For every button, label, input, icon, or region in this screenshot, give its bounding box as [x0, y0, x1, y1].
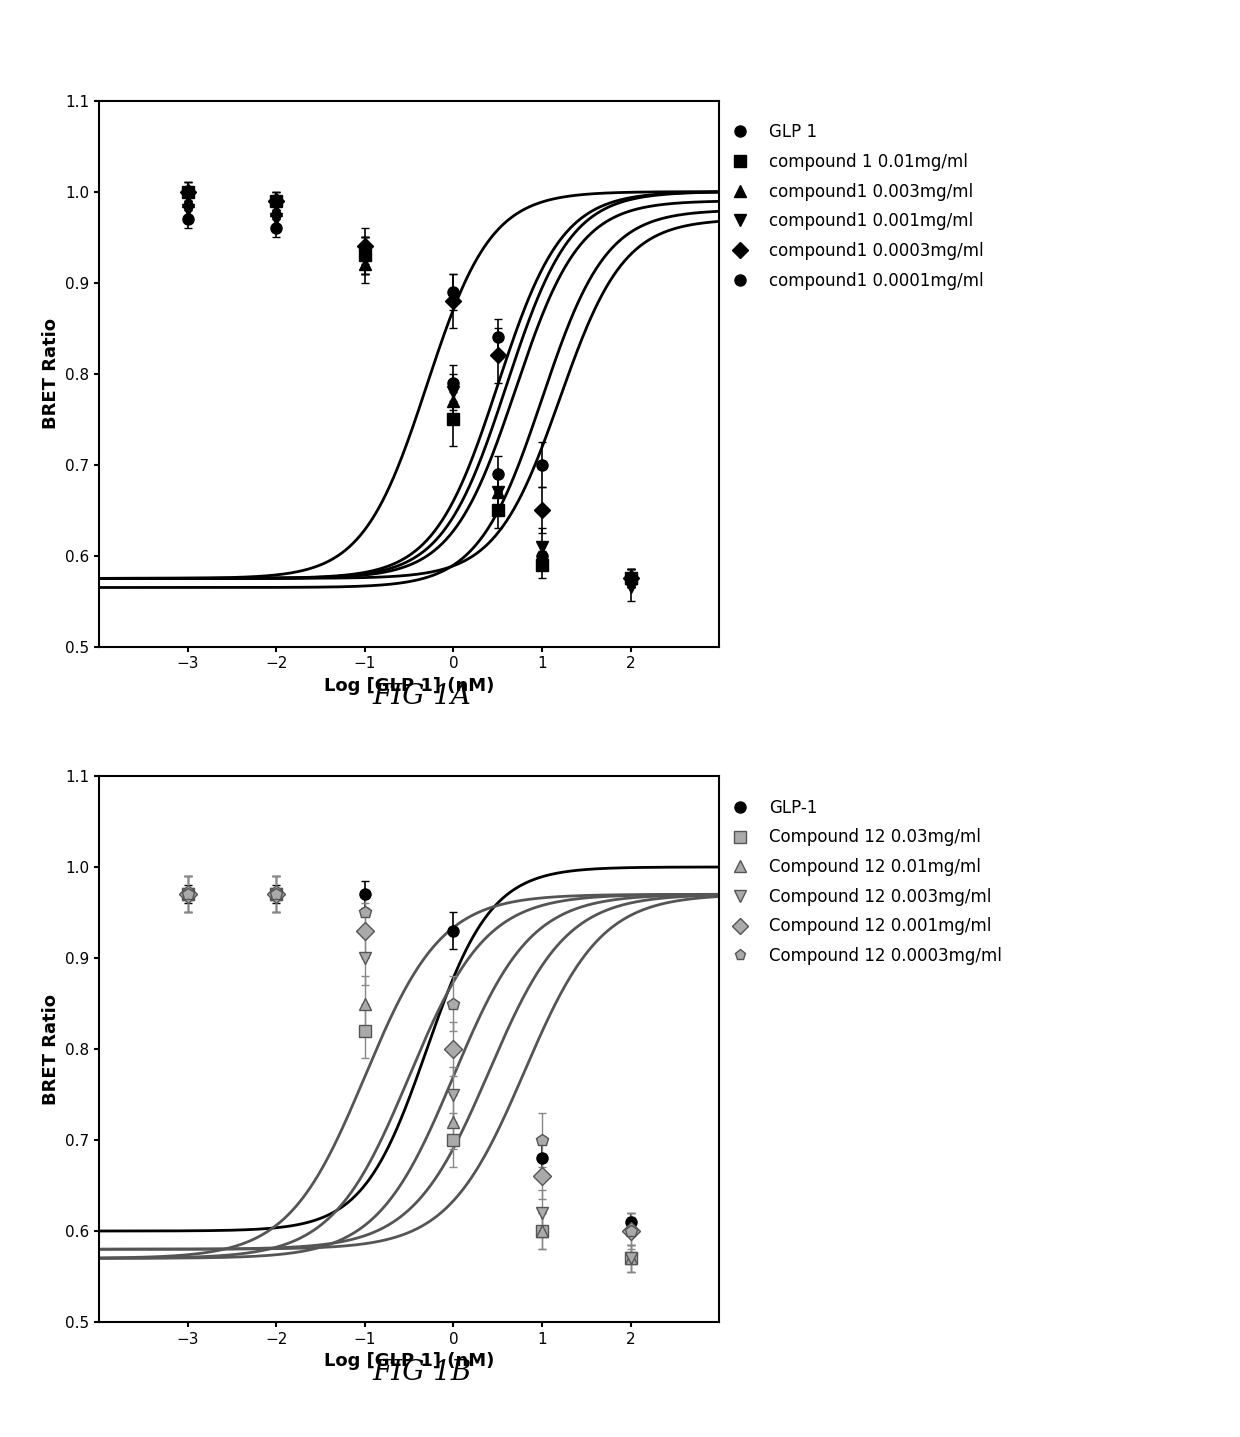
X-axis label: Log [GLP 1] (nM): Log [GLP 1] (nM)	[324, 1352, 495, 1371]
Text: FIG 1B: FIG 1B	[372, 1359, 471, 1385]
Y-axis label: BRET Ratio: BRET Ratio	[42, 993, 60, 1105]
Y-axis label: BRET Ratio: BRET Ratio	[42, 318, 60, 430]
Text: FIG 1A: FIG 1A	[372, 684, 471, 710]
X-axis label: Log [GLP 1] (nM): Log [GLP 1] (nM)	[324, 677, 495, 696]
Legend: GLP-1, Compound 12 0.03mg/ml, Compound 12 0.01mg/ml, Compound 12 0.003mg/ml, Com: GLP-1, Compound 12 0.03mg/ml, Compound 1…	[728, 799, 1002, 966]
Legend: GLP 1, compound 1 0.01mg/ml, compound1 0.003mg/ml, compound1 0.001mg/ml, compoun: GLP 1, compound 1 0.01mg/ml, compound1 0…	[728, 124, 983, 290]
